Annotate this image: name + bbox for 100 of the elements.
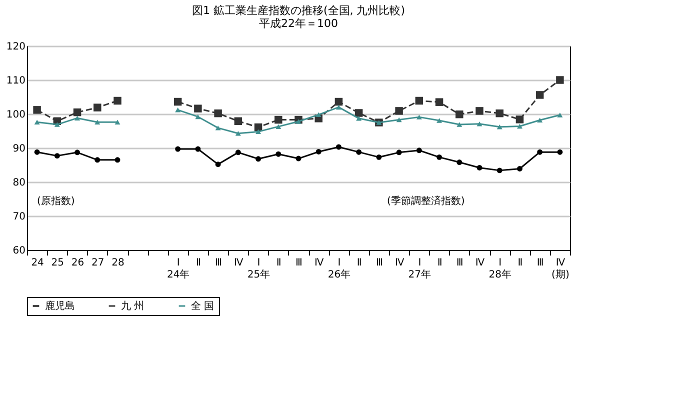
- point: [174, 98, 182, 106]
- legend-label: 全 国: [191, 300, 214, 312]
- point: [114, 96, 122, 105]
- point: [175, 146, 181, 152]
- x-tick-label: Ⅳ: [394, 258, 405, 268]
- point: [94, 157, 100, 163]
- annotation: (季節調整済指数): [387, 195, 465, 207]
- point: [334, 98, 343, 106]
- point: [33, 106, 41, 114]
- point: [476, 164, 482, 170]
- point: [415, 96, 424, 105]
- point: [395, 107, 403, 115]
- point: [416, 148, 422, 154]
- point: [194, 104, 202, 112]
- point: [516, 116, 524, 124]
- point: [557, 149, 563, 155]
- point: [235, 131, 241, 136]
- x-tick-label: Ⅱ: [518, 258, 523, 268]
- point: [235, 150, 241, 156]
- point: [556, 76, 564, 84]
- x-tick-label: Ⅱ: [276, 258, 282, 268]
- point: [376, 154, 382, 160]
- point: [496, 168, 502, 174]
- x-tick-label: Ⅱ: [196, 258, 201, 268]
- point: [214, 109, 222, 118]
- point: [296, 156, 302, 162]
- point: [256, 129, 262, 134]
- x-tick-label: Ⅲ: [215, 258, 222, 268]
- point: [557, 112, 563, 118]
- x-tick-label: 24: [31, 258, 44, 268]
- x-tick-label: 25: [51, 258, 64, 268]
- point: [94, 104, 102, 112]
- x-tick-label: Ⅳ (期): [552, 258, 570, 280]
- point: [234, 117, 242, 126]
- legend-label: 鹿児島: [45, 300, 75, 312]
- point: [356, 149, 362, 155]
- point: [74, 116, 80, 120]
- point: [276, 151, 282, 157]
- x-tick-label: Ⅱ: [356, 258, 362, 268]
- point: [396, 150, 402, 156]
- point: [34, 149, 40, 155]
- point: [114, 120, 120, 125]
- point: [276, 124, 282, 129]
- point: [336, 144, 342, 150]
- point: [536, 91, 544, 99]
- x-tick-label: Ⅱ: [437, 258, 442, 268]
- x-tick-label: Ⅰ 26年: [328, 258, 351, 280]
- point: [73, 108, 82, 116]
- point: [456, 122, 462, 127]
- x-tick-label: Ⅲ: [456, 258, 464, 268]
- point: [195, 146, 201, 152]
- point: [215, 126, 221, 130]
- x-tick-label: Ⅰ 25年: [247, 258, 270, 280]
- point: [456, 110, 464, 118]
- point: [195, 114, 201, 120]
- point: [456, 160, 462, 166]
- point: [476, 107, 484, 115]
- x-tick-label: Ⅳ: [314, 258, 324, 268]
- x-tick-label: Ⅳ: [234, 258, 244, 268]
- x-tick-label: Ⅰ 27年: [408, 258, 432, 280]
- point: [94, 120, 100, 125]
- y-tick-label: 110: [6, 76, 26, 86]
- x-tick-label: Ⅲ: [296, 258, 302, 268]
- point: [296, 119, 302, 124]
- y-tick-label: 80: [12, 178, 26, 188]
- x-tick-label: Ⅲ: [536, 258, 544, 268]
- x-tick-label: 26: [71, 258, 84, 268]
- point: [175, 108, 181, 112]
- annotation: (原指数): [37, 195, 75, 207]
- point: [396, 117, 402, 122]
- y-tick-label: 90: [12, 144, 26, 154]
- point: [336, 104, 342, 110]
- point: [256, 156, 262, 162]
- point: [435, 98, 444, 106]
- chart-subtitle: 平成22年＝100: [259, 17, 338, 30]
- point: [356, 116, 362, 121]
- point: [215, 162, 221, 168]
- point: [316, 149, 322, 154]
- x-tick-label: 28: [112, 258, 124, 268]
- point: [496, 124, 502, 130]
- y-tick-label: 70: [12, 212, 26, 222]
- x-tick-label: 27: [92, 258, 104, 268]
- point: [114, 157, 120, 163]
- point: [54, 153, 60, 159]
- point: [354, 109, 363, 117]
- x-tick-label: Ⅰ 28年: [488, 258, 512, 280]
- point: [537, 118, 543, 122]
- y-tick-label: 60: [12, 246, 26, 256]
- point: [274, 116, 282, 124]
- point: [54, 122, 60, 127]
- point: [496, 109, 504, 118]
- point: [516, 124, 522, 129]
- chart-title: 図1 鉱工業生産指数の推移(全国, 九州比較): [192, 4, 406, 17]
- x-tick-label: Ⅲ: [376, 258, 383, 268]
- point: [74, 150, 80, 156]
- point: [516, 166, 522, 172]
- point: [537, 149, 543, 155]
- point: [436, 118, 442, 123]
- legend-label: 九 州: [121, 300, 144, 312]
- y-tick-label: 100: [6, 110, 26, 120]
